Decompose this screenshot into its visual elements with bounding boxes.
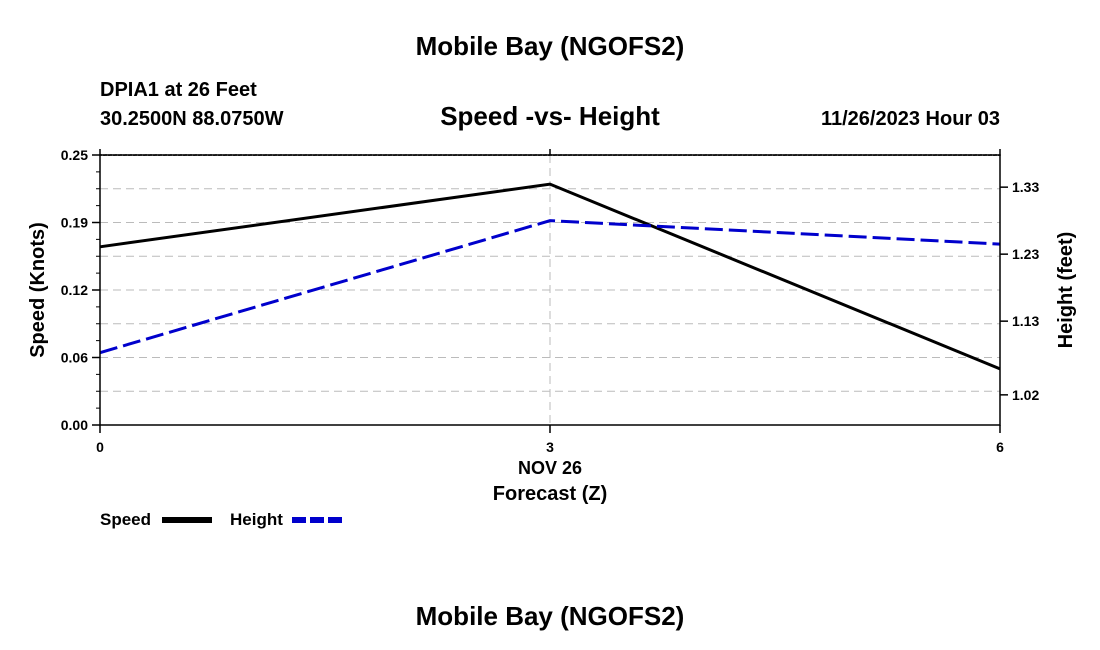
legend: Speed Height: [100, 510, 342, 529]
forecast-timestamp: 11/26/2023 Hour 03: [821, 108, 1000, 130]
x-tick-label: 6: [996, 439, 1004, 455]
grid-lines: [100, 155, 1000, 425]
y-axis-label: Speed (Knots): [27, 222, 49, 358]
y-tick-label: 0.12: [61, 282, 88, 298]
y2-axis-label: Height (feet): [1055, 232, 1077, 349]
legend-label-height: Height: [230, 510, 283, 529]
x-axis-label: Forecast (Z): [493, 483, 607, 505]
y-tick-label: 0.06: [61, 350, 88, 366]
axis-ticks: 0.00 0.06 0.12 0.19 0.25 1.02 1.13 1.23 1.33 0 3 6: [61, 147, 1040, 455]
y2-tick-label: 1.13: [1012, 313, 1039, 329]
x-date-label: NOV 26: [518, 458, 582, 478]
station-coordinates: 30.2500N 88.0750W: [100, 108, 284, 130]
series-line-height: [99, 219, 1001, 355]
x-tick-label: 0: [96, 439, 104, 455]
page-title-top: Mobile Bay (NGOFS2): [416, 31, 685, 61]
series-line-speed: [99, 182, 1001, 371]
y2-tick-label: 1.33: [1012, 179, 1039, 195]
station-name: DPIA1 at 26 Feet: [100, 79, 257, 101]
y2-tick-label: 1.02: [1012, 387, 1039, 403]
y2-tick-label: 1.23: [1012, 246, 1039, 262]
chart-title: Speed -vs- Height: [440, 101, 660, 131]
y-tick-label: 0.19: [61, 215, 88, 231]
series-group: [99, 182, 1001, 371]
y-tick-label: 0.25: [61, 147, 88, 163]
page-title-bottom: Mobile Bay (NGOFS2): [416, 601, 685, 631]
y-tick-label: 0.00: [61, 417, 88, 433]
x-tick-label: 3: [546, 439, 554, 455]
legend-label-speed: Speed: [100, 510, 151, 529]
